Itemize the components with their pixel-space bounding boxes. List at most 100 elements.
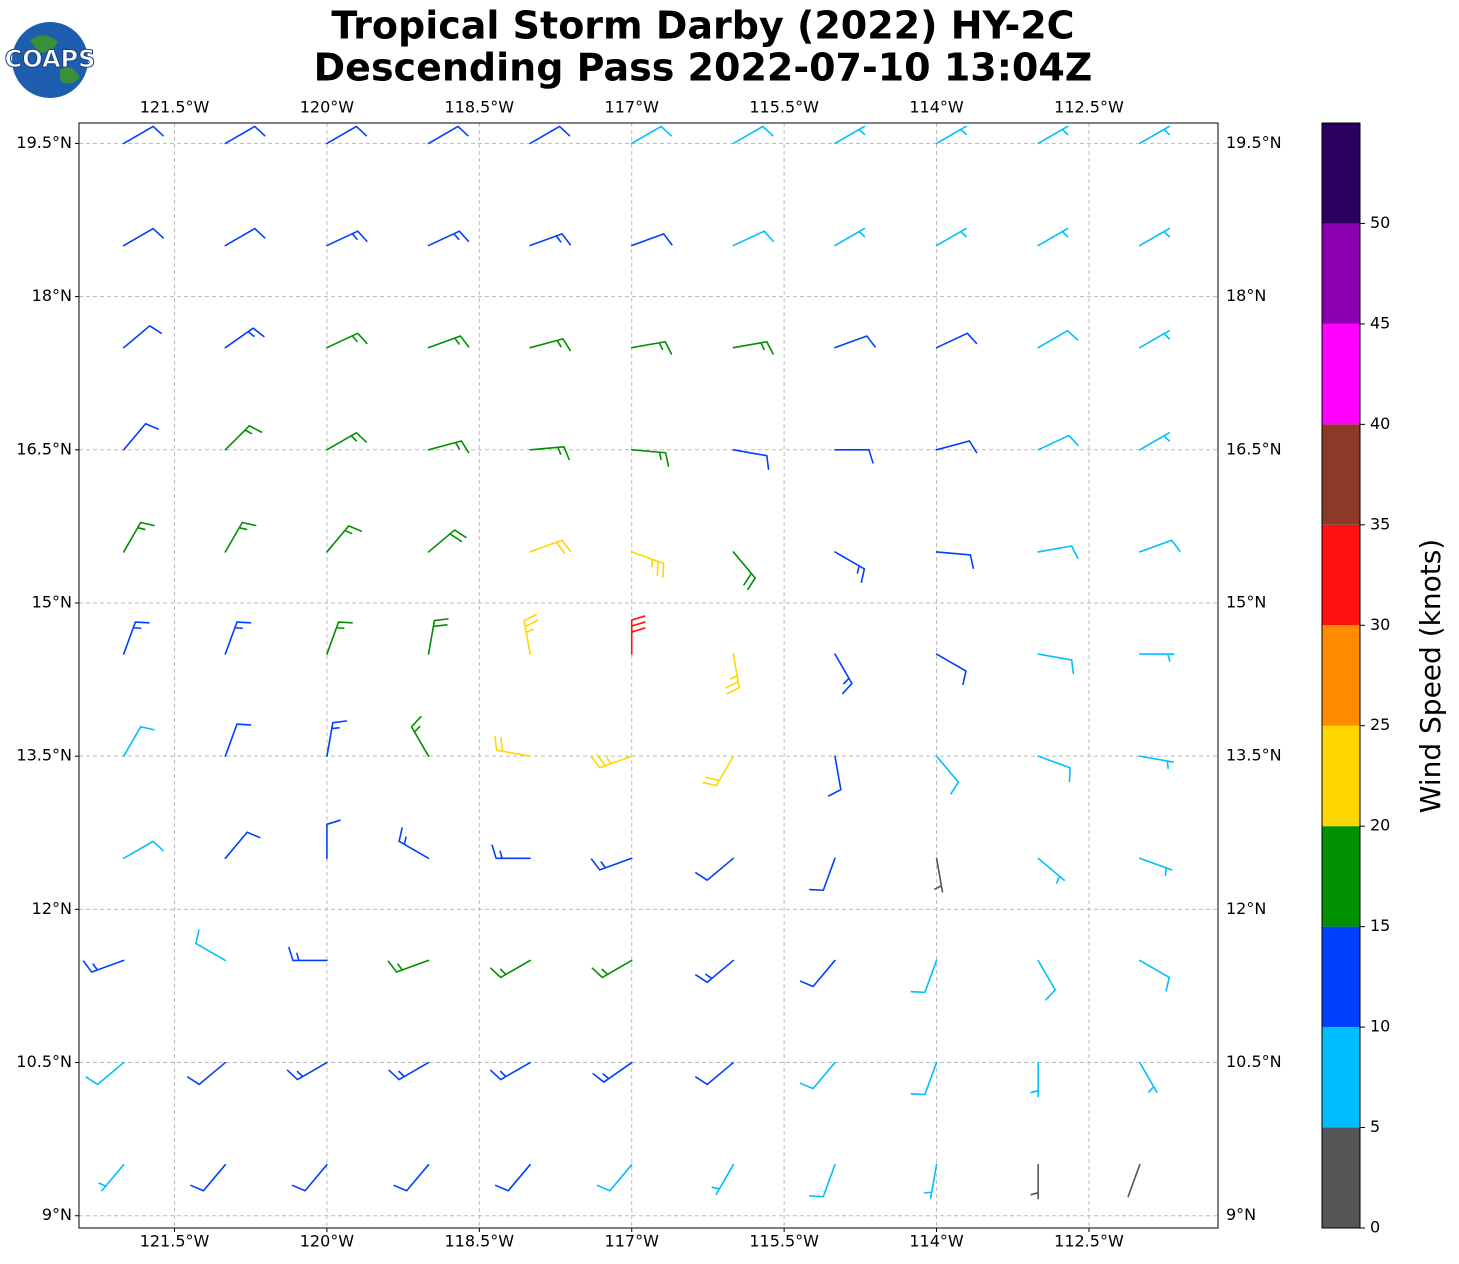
logo-land bbox=[30, 35, 80, 84]
colorbar-bin bbox=[1322, 223, 1360, 324]
y-tick-label: 15°N bbox=[1226, 592, 1266, 611]
x-tick-label: 114°W bbox=[909, 98, 964, 117]
wind-barb bbox=[808, 1163, 836, 1198]
wind-barb bbox=[427, 618, 449, 655]
wind-barb bbox=[224, 424, 263, 451]
wind-barb bbox=[393, 1163, 430, 1192]
wind-barb bbox=[122, 521, 155, 553]
wind-barb bbox=[1037, 329, 1079, 349]
x-tick-label: 118.5°W bbox=[445, 1232, 515, 1251]
wind-barb bbox=[1037, 653, 1075, 675]
logo-text: COAPS bbox=[5, 45, 96, 73]
wind-barb bbox=[224, 125, 266, 145]
colorbar-label: Wind Speed (knots) bbox=[1414, 539, 1447, 813]
colorbar-tick-label: 50 bbox=[1370, 213, 1390, 232]
wind-barb bbox=[529, 233, 572, 247]
wind-barb bbox=[935, 755, 960, 795]
y-tick-label: 18°N bbox=[32, 286, 72, 305]
wind-barb bbox=[596, 1163, 633, 1192]
wind-barb bbox=[122, 227, 164, 247]
wind-barb bbox=[630, 615, 646, 655]
wind-barb bbox=[935, 551, 975, 569]
wind-barb bbox=[326, 819, 341, 860]
y-tick-label: 15°N bbox=[32, 592, 72, 611]
wind-barb bbox=[1138, 432, 1171, 451]
wind-barb bbox=[630, 340, 673, 355]
wind-barb bbox=[387, 959, 430, 973]
wind-barb bbox=[291, 1163, 328, 1192]
wind-barb bbox=[122, 125, 164, 145]
y-tick-label: 19.5°N bbox=[1226, 133, 1282, 152]
colorbar-tick-label: 45 bbox=[1370, 313, 1390, 332]
wind-barb bbox=[523, 613, 539, 655]
wind-barb bbox=[410, 715, 430, 757]
wind-barb bbox=[695, 959, 735, 984]
wind-barb bbox=[808, 857, 836, 892]
wind-barb bbox=[1037, 959, 1056, 1001]
wind-barb bbox=[1138, 857, 1173, 876]
wind-barb bbox=[923, 1163, 938, 1199]
y-tick-label: 9°N bbox=[1226, 1205, 1256, 1224]
wind-barb bbox=[590, 754, 633, 769]
wind-barb bbox=[834, 227, 866, 247]
colorbar-bin bbox=[1322, 424, 1360, 525]
x-tick-label: 117°W bbox=[605, 98, 660, 117]
x-tick-label: 121.5°W bbox=[140, 1232, 210, 1251]
wind-barb bbox=[799, 1061, 836, 1090]
wind-barb bbox=[195, 929, 227, 962]
wind-barb bbox=[224, 327, 265, 349]
colorbar-bin bbox=[1322, 123, 1360, 224]
wind-barb bbox=[732, 230, 775, 247]
wind-barb bbox=[711, 1163, 735, 1195]
x-tick-label: 120°W bbox=[300, 98, 355, 117]
colorbar-tick-label: 15 bbox=[1370, 916, 1390, 935]
wind-barb bbox=[935, 332, 978, 349]
wind-barb bbox=[935, 440, 978, 454]
wind-barb bbox=[732, 551, 756, 591]
wind-barb bbox=[1037, 857, 1065, 884]
colorbar-bin bbox=[1322, 725, 1360, 827]
x-tick-label: 115.5°W bbox=[749, 1232, 819, 1251]
y-tick-label: 13.5°N bbox=[1226, 746, 1282, 765]
wind-barb bbox=[590, 857, 633, 871]
y-tick-label: 18°N bbox=[1226, 286, 1266, 305]
wind-barb bbox=[398, 827, 430, 860]
wind-barb bbox=[725, 653, 741, 695]
x-tick-label: 121.5°W bbox=[140, 98, 210, 117]
wind-barb bbox=[427, 125, 469, 145]
colorbar-frame bbox=[1321, 122, 1361, 1229]
wind-barb bbox=[224, 521, 257, 553]
wind-barb bbox=[326, 720, 348, 757]
wind-barb bbox=[695, 1061, 735, 1086]
colorbar-bin bbox=[1322, 1027, 1360, 1128]
colorbar-tick-label: 5 bbox=[1370, 1117, 1380, 1136]
x-tick-label: 118.5°W bbox=[445, 98, 515, 117]
colorbar-tick-label: 0 bbox=[1370, 1218, 1380, 1237]
colorbar-tick-label: 25 bbox=[1370, 715, 1390, 734]
wind-barb bbox=[122, 325, 162, 349]
wind-barb bbox=[834, 335, 876, 349]
wind-barb bbox=[910, 959, 938, 994]
wind-barb bbox=[732, 340, 774, 355]
wind-barb bbox=[834, 125, 866, 145]
wind-barb bbox=[529, 125, 571, 145]
wind-barb bbox=[1138, 653, 1175, 662]
wind-barb bbox=[427, 529, 467, 553]
x-tick-label: 120°W bbox=[300, 1232, 355, 1251]
x-tick-label: 112.5°W bbox=[1054, 98, 1124, 117]
wind-barb bbox=[630, 233, 673, 247]
wind-barb bbox=[224, 227, 266, 247]
y-tick-label: 13.5°N bbox=[16, 746, 72, 765]
wind-barb bbox=[910, 1061, 938, 1096]
wind-barb bbox=[934, 857, 944, 893]
colorbar-tick-label: 30 bbox=[1370, 615, 1390, 634]
wind-barb bbox=[326, 230, 368, 247]
wind-barb bbox=[286, 1061, 328, 1081]
wind-barb bbox=[732, 125, 774, 145]
colorbar-bin bbox=[1322, 926, 1360, 1028]
wind-barb bbox=[834, 449, 874, 464]
wind-barb bbox=[494, 1163, 531, 1192]
wind-barb bbox=[326, 125, 368, 145]
wind-barb bbox=[592, 1061, 633, 1083]
